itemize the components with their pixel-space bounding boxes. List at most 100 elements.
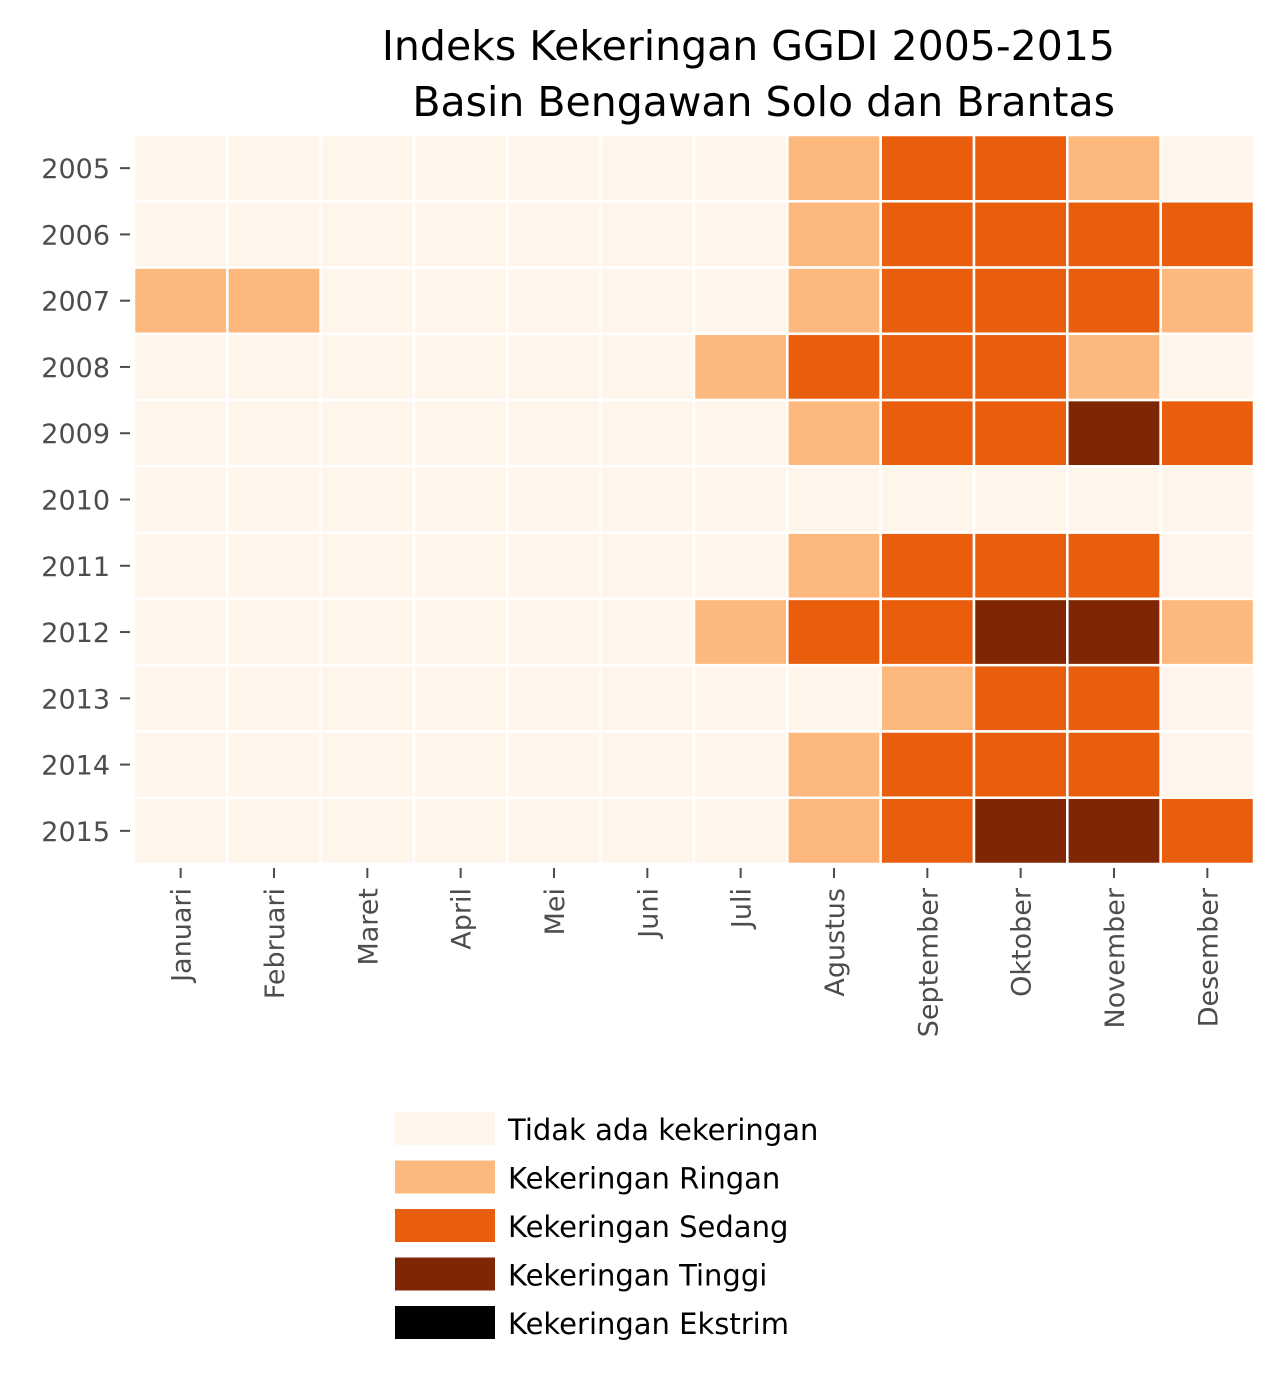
y-tick-label: 2012 [41,618,110,649]
heatmap-cell: 2007 Januari: Kekeringan Ringan [132,266,229,336]
heatmap-cell: 2010 Oktober: Tidak ada kekeringan [972,465,1069,534]
heatmap-cell: 2013 Juni: Tidak ada kekeringan [599,663,696,733]
heatmap-cell: 2012 Februari: Tidak ada kekeringan [226,597,322,667]
heatmap-cell: 2012 Juli: Kekeringan Ringan [692,597,789,667]
heatmap-cell: 2015 Mei: Tidak ada kekeringan [506,796,602,866]
heatmap-cell: 2014 Mei: Tidak ada kekeringan [506,730,602,799]
heatmap-cell: 2011 November: Kekeringan Sedang [1066,531,1162,601]
heatmap-cell: 2015 Agustus: Kekeringan Ringan [786,796,882,866]
heatmap-cell: 2008 Februari: Tidak ada kekeringan [226,332,322,402]
heatmap-cell: 2015 Juli: Tidak ada kekeringan [692,796,789,866]
heatmap-cell: 2010 Juni: Tidak ada kekeringan [599,465,696,534]
heatmap-cell: 2015 September: Kekeringan Sedang [879,796,976,866]
heatmap-cell: 2011 September: Kekeringan Sedang [879,531,976,601]
heatmap-cell: 2008 Januari: Tidak ada kekeringan [132,332,229,402]
legend-swatch [395,1112,495,1145]
heatmap-cell: 2006 September: Kekeringan Sedang [879,200,976,269]
heatmap-cell: 2009 Juli: Tidak ada kekeringan [692,398,789,468]
heatmap-cell: 2009 Maret: Tidak ada kekeringan [319,398,416,468]
heatmap-cell: 2011 Juli: Tidak ada kekeringan [692,531,789,601]
heatmap-cell: 2010 Januari: Tidak ada kekeringan [132,465,229,534]
heatmap-cells: 2005 Januari: Tidak ada kekeringan2005 F… [132,133,1256,866]
heatmap-cell: 2007 September: Kekeringan Sedang [879,266,976,336]
heatmap-cell: 2012 November: Kekeringan Tinggi [1066,597,1162,667]
heatmap-cell: 2006 Januari: Tidak ada kekeringan [132,200,229,269]
y-tick-label: 2009 [41,419,110,450]
heatmap-cell: 2007 Maret: Tidak ada kekeringan [319,266,416,336]
heatmap-cell: 2013 September: Kekeringan Ringan [879,663,976,733]
heatmap-cell: 2007 April: Tidak ada kekeringan [412,266,509,336]
y-tick-label: 2010 [41,486,110,517]
x-tick-label: April [447,888,478,950]
heatmap-cell: 2007 Februari: Kekeringan Ringan [226,266,322,336]
heatmap-cell: 2007 Juli: Tidak ada kekeringan [692,266,789,336]
x-tick-label: Agustus [820,888,851,997]
heatmap-cell: 2006 Februari: Tidak ada kekeringan [226,200,322,269]
legend-swatch [395,1306,495,1339]
legend: Tidak ada kekeringan Kekeringan Ringan Kek… [395,1112,818,1341]
heatmap-cell: 2013 Mei: Tidak ada kekeringan [506,663,602,733]
legend-swatch [395,1160,495,1194]
heatmap-cell: 2010 November: Tidak ada kekeringan [1066,465,1162,534]
y-axis: 2005 2006 2007 2008 2009 2010 2011 2012 2013 2014… [41,154,130,848]
y-tick-label: 2008 [41,353,110,384]
y-tick-label: 2013 [41,684,110,715]
heatmap-cell: 2009 Desember: Kekeringan Sedang [1159,398,1256,468]
legend-label: Kekeringan Ekstrim [508,1307,789,1341]
heatmap-cell: 2010 April: Tidak ada kekeringan [412,465,509,534]
heatmap-cell: 2006 Juni: Tidak ada kekeringan [599,200,696,269]
x-tick-label: Desember [1193,887,1224,1027]
heatmap-cell: 2015 Desember: Kekeringan Sedang [1159,796,1256,866]
legend-swatch [395,1209,495,1242]
heatmap-cell: 2011 Januari: Tidak ada kekeringan [132,531,229,601]
heatmap-cell: 2010 Agustus: Tidak ada kekeringan [786,465,882,534]
heatmap-cell: 2008 Juni: Tidak ada kekeringan [599,332,696,402]
heatmap-cell: 2011 Februari: Tidak ada kekeringan [226,531,322,601]
heatmap-cell: 2009 Mei: Tidak ada kekeringan [506,398,602,468]
heatmap-cell: 2007 November: Kekeringan Sedang [1066,266,1162,336]
heatmap-cell: 2010 Juli: Tidak ada kekeringan [692,465,789,534]
heatmap-cell: 2005 Juli: Tidak ada kekeringan [692,133,789,203]
heatmap-cell: 2012 Desember: Kekeringan Ringan [1159,597,1256,667]
heatmap-cell: 2014 Juli: Tidak ada kekeringan [692,730,789,799]
heatmap-cell: 2013 Februari: Tidak ada kekeringan [226,663,322,733]
heatmap-cell: 2011 Oktober: Kekeringan Sedang [972,531,1069,601]
heatmap-cell: 2006 April: Tidak ada kekeringan [412,200,509,269]
heatmap-cell: 2014 Januari: Tidak ada kekeringan [132,730,229,799]
heatmap-cell: 2005 Oktober: Kekeringan Sedang [972,133,1069,203]
y-tick-label: 2011 [41,552,110,583]
heatmap-cell: 2008 Maret: Tidak ada kekeringan [319,332,416,402]
heatmap-cell: 2013 Januari: Tidak ada kekeringan [132,663,229,733]
heatmap-cell: 2008 Desember: Tidak ada kekeringan [1159,332,1256,402]
heatmap-cell: 2012 Maret: Tidak ada kekeringan [319,597,416,667]
x-tick-label: Januari [167,888,198,984]
heatmap-cell: 2007 Desember: Kekeringan Ringan [1159,266,1256,336]
heatmap-cell: 2010 Desember: Tidak ada kekeringan [1159,465,1256,534]
heatmap-cell: 2007 Agustus: Kekeringan Ringan [786,266,882,336]
heatmap-cell: 2015 Maret: Tidak ada kekeringan [319,796,416,866]
x-tick-label: Juni [633,888,664,940]
heatmap-cell: 2008 Mei: Tidak ada kekeringan [506,332,602,402]
x-tick-label: Juli [727,888,758,930]
heatmap-cell: 2012 Oktober: Kekeringan Tinggi [972,597,1069,667]
heatmap-cell: 2009 April: Tidak ada kekeringan [412,398,509,468]
legend-label: Kekeringan Ringan [508,1162,780,1196]
heatmap-cell: 2009 Januari: Tidak ada kekeringan [132,398,229,468]
heatmap-cell: 2008 Juli: Kekeringan Ringan [692,332,789,402]
heatmap-cell: 2007 Mei: Tidak ada kekeringan [506,266,602,336]
heatmap-cell: 2013 Agustus: Tidak ada kekeringan [786,663,882,733]
heatmap-cell: 2005 Januari: Tidak ada kekeringan [132,133,229,203]
heatmap-cell: 2012 Mei: Tidak ada kekeringan [506,597,602,667]
x-tick-label: Maret [353,888,384,966]
y-tick-label: 2007 [41,287,110,318]
heatmap-cell: 2006 Oktober: Kekeringan Sedang [972,200,1069,269]
heatmap-cell: 2013 Maret: Tidak ada kekeringan [319,663,416,733]
heatmap-cell: 2006 Juli: Tidak ada kekeringan [692,200,789,269]
heatmap-cell: 2007 Oktober: Kekeringan Sedang [972,266,1069,336]
heatmap-cell: 2015 Juni: Tidak ada kekeringan [599,796,696,866]
heatmap-cell: 2014 November: Kekeringan Sedang [1066,730,1162,799]
legend-label: Kekeringan Sedang [508,1210,788,1244]
heatmap-cell: 2011 Juni: Tidak ada kekeringan [599,531,696,601]
x-tick-label: Februari [260,888,291,999]
heatmap-cell: 2009 Februari: Tidak ada kekeringan [226,398,322,468]
